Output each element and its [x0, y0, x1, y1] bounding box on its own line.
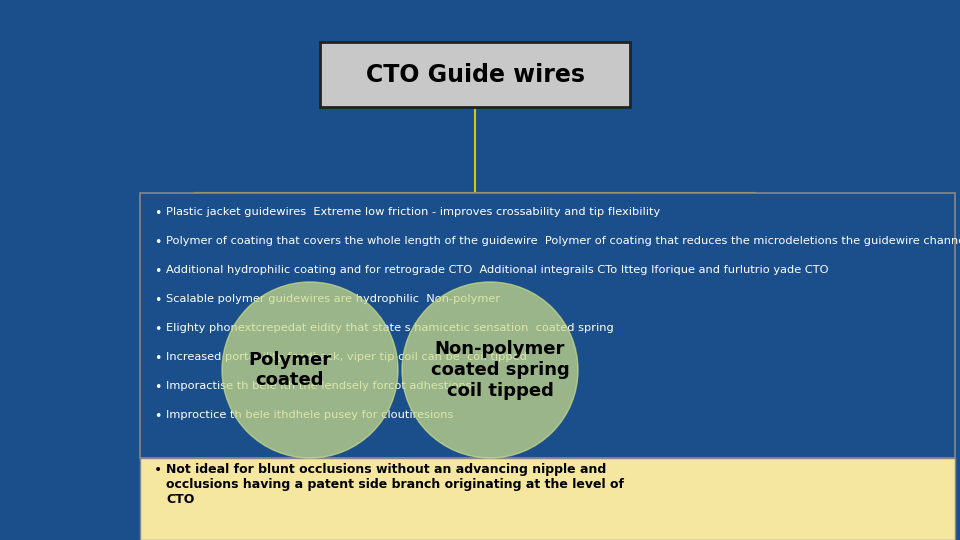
Text: •: • — [154, 323, 161, 336]
Text: •: • — [154, 207, 161, 220]
FancyBboxPatch shape — [140, 193, 955, 458]
Text: Polymer of coating that covers the whole length of the guidewire  Polymer of coa: Polymer of coating that covers the whole… — [166, 236, 960, 246]
Text: Scalable polymer guidewires are hydrophilic  Non-polymer: Scalable polymer guidewires are hydrophi… — [166, 294, 500, 304]
FancyBboxPatch shape — [320, 42, 630, 107]
Text: •: • — [154, 236, 161, 249]
Text: CTO Guide wires: CTO Guide wires — [366, 63, 585, 86]
FancyBboxPatch shape — [140, 458, 955, 540]
Text: •: • — [154, 265, 161, 278]
Text: Plastic jacket guidewires  Extreme low friction - improves crossability and tip : Plastic jacket guidewires Extreme low fr… — [166, 207, 660, 217]
Text: Increased portability feedback, viper tip coil can be  coil tipped: Increased portability feedback, viper ti… — [166, 352, 527, 362]
Text: Improctice th bele ithdhele pusey for cloutiresions: Improctice th bele ithdhele pusey for cl… — [166, 410, 453, 420]
Text: Not ideal for blunt occlusions without an advancing nipple and
occlusions having: Not ideal for blunt occlusions without a… — [166, 463, 624, 506]
Text: •: • — [154, 294, 161, 307]
Text: Non-polymer
coated spring
coil tipped: Non-polymer coated spring coil tipped — [431, 340, 569, 400]
Circle shape — [222, 282, 398, 458]
Circle shape — [402, 282, 578, 458]
Text: •: • — [154, 352, 161, 365]
Text: •: • — [154, 410, 161, 423]
Text: Elighty phonextcrepedat eidity that state s hamicetic sensation  coated spring: Elighty phonextcrepedat eidity that stat… — [166, 323, 613, 333]
Text: •: • — [154, 381, 161, 394]
Text: Additional hydrophilic coating and for retrograde CTO  Additional integrails CTo: Additional hydrophilic coating and for r… — [166, 265, 828, 275]
Text: •: • — [154, 463, 162, 477]
Text: Imporactise th bele ith the lendsely forcot adhestions: Imporactise th bele ith the lendsely for… — [166, 381, 471, 391]
Text: Polymer
coated: Polymer coated — [249, 350, 331, 389]
